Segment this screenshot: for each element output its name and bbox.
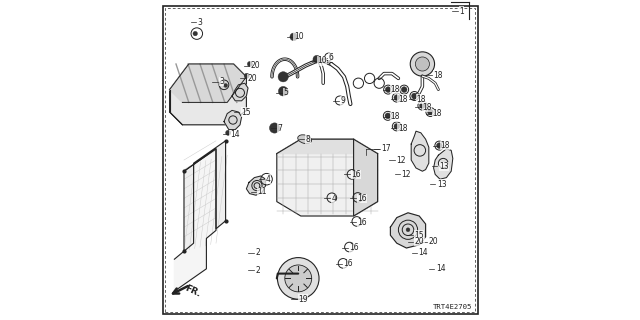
Circle shape	[394, 95, 400, 100]
Circle shape	[226, 130, 231, 135]
Text: 18: 18	[398, 95, 407, 104]
Polygon shape	[224, 110, 242, 130]
Polygon shape	[434, 149, 453, 179]
Text: 11: 11	[258, 188, 267, 196]
Text: 20: 20	[251, 61, 260, 70]
Polygon shape	[412, 131, 429, 171]
Text: 12: 12	[402, 170, 411, 179]
Text: 3: 3	[198, 18, 203, 27]
Polygon shape	[184, 141, 226, 251]
Text: 3: 3	[219, 77, 224, 86]
Text: 1: 1	[460, 7, 464, 16]
Circle shape	[285, 265, 312, 292]
Text: 12: 12	[396, 156, 406, 164]
Text: 14: 14	[436, 264, 445, 273]
Text: 5: 5	[283, 88, 288, 97]
Text: 16: 16	[344, 260, 353, 268]
Text: 20: 20	[415, 237, 424, 246]
Polygon shape	[170, 64, 246, 102]
Circle shape	[436, 143, 442, 148]
Text: 20: 20	[428, 237, 438, 246]
Text: 14: 14	[419, 248, 428, 257]
Circle shape	[278, 86, 288, 96]
Circle shape	[244, 73, 250, 78]
Text: FR.: FR.	[183, 284, 202, 299]
Circle shape	[313, 55, 321, 63]
Text: 16: 16	[351, 170, 361, 179]
Text: 18: 18	[416, 95, 426, 104]
Text: 2: 2	[255, 266, 260, 275]
Circle shape	[420, 103, 425, 108]
Polygon shape	[232, 83, 248, 101]
Text: 13: 13	[439, 162, 449, 171]
Circle shape	[278, 258, 319, 299]
Text: 10: 10	[294, 32, 303, 41]
Text: 17: 17	[381, 144, 391, 153]
Text: 16: 16	[349, 244, 359, 252]
Text: 18: 18	[390, 112, 400, 121]
Text: 9: 9	[340, 96, 346, 105]
Text: 20: 20	[248, 74, 257, 83]
Text: 18: 18	[434, 71, 443, 80]
Polygon shape	[390, 213, 426, 248]
Text: 4: 4	[332, 194, 336, 203]
Text: 18: 18	[422, 103, 432, 112]
Text: 18: 18	[433, 109, 442, 118]
Text: 16: 16	[357, 218, 367, 227]
Text: 16: 16	[357, 194, 367, 203]
Circle shape	[269, 123, 280, 133]
Text: 15: 15	[241, 108, 251, 116]
Text: 18: 18	[398, 124, 407, 132]
Circle shape	[412, 93, 417, 99]
Text: 19: 19	[298, 295, 308, 304]
Polygon shape	[354, 139, 378, 216]
Circle shape	[394, 124, 400, 129]
Text: 2: 2	[255, 248, 260, 257]
Text: 7: 7	[278, 124, 283, 132]
Ellipse shape	[298, 135, 312, 144]
Text: 8: 8	[306, 135, 310, 144]
Text: 10: 10	[317, 56, 327, 65]
Circle shape	[193, 31, 197, 36]
Circle shape	[248, 61, 253, 67]
Text: 13: 13	[437, 180, 447, 188]
Circle shape	[385, 87, 391, 92]
Circle shape	[428, 109, 433, 115]
Circle shape	[290, 33, 298, 41]
Text: 18: 18	[390, 85, 400, 94]
Polygon shape	[174, 149, 216, 291]
Text: 4: 4	[266, 175, 271, 184]
Text: TRT4E2705: TRT4E2705	[433, 304, 472, 310]
Circle shape	[385, 113, 390, 119]
Text: 14: 14	[230, 130, 239, 139]
Circle shape	[401, 87, 407, 92]
Text: 15: 15	[415, 231, 424, 240]
Polygon shape	[170, 64, 246, 125]
Polygon shape	[246, 176, 266, 195]
Text: 6: 6	[329, 53, 333, 62]
Polygon shape	[277, 139, 378, 216]
Circle shape	[406, 228, 410, 232]
Circle shape	[278, 72, 288, 82]
Text: 18: 18	[440, 141, 449, 150]
Polygon shape	[277, 139, 378, 154]
Circle shape	[224, 84, 228, 87]
Circle shape	[410, 52, 435, 76]
Circle shape	[415, 57, 429, 71]
